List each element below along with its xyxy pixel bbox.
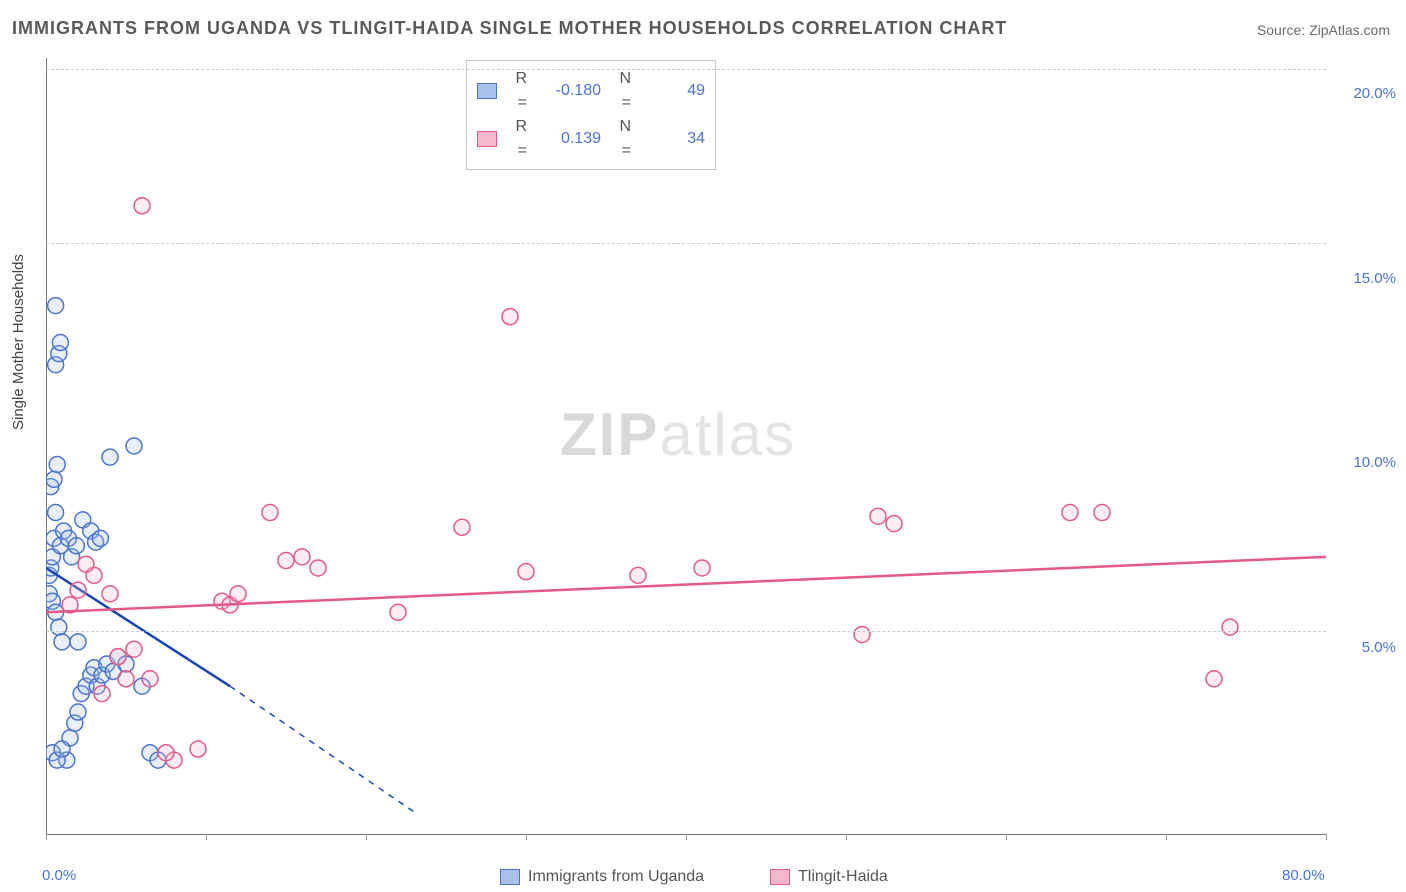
r-value-uganda: -0.180: [541, 79, 601, 103]
x-tick-label: 80.0%: [1282, 867, 1325, 884]
y-axis-label: Single Mother Households: [10, 254, 27, 430]
x-tick-label: 0.0%: [42, 867, 76, 884]
series-legend-tlingit: Tlingit-Haida: [770, 868, 888, 886]
n-value-tlingit: 34: [645, 127, 705, 151]
y-tick-label: 5.0%: [1362, 639, 1396, 656]
r-label: R =: [511, 115, 527, 163]
series-label-tlingit: Tlingit-Haida: [798, 868, 888, 886]
n-label: N =: [615, 115, 631, 163]
legend-row-uganda: R = -0.180 N = 49: [477, 67, 705, 115]
y-tick-label: 10.0%: [1353, 454, 1396, 471]
chart-title: IMMIGRANTS FROM UGANDA VS TLINGIT-HAIDA …: [12, 18, 1007, 39]
swatch-uganda: [477, 83, 497, 99]
swatch-uganda-bottom: [500, 869, 520, 885]
source-attribution: Source: ZipAtlas.com: [1257, 22, 1390, 38]
scatter-plot-svg: [46, 58, 1326, 834]
swatch-tlingit: [477, 131, 497, 147]
y-tick-label: 20.0%: [1353, 85, 1396, 102]
r-value-tlingit: 0.139: [541, 127, 601, 151]
swatch-tlingit-bottom: [770, 869, 790, 885]
correlation-legend: R = -0.180 N = 49 R = 0.139 N = 34: [466, 60, 716, 170]
r-label: R =: [511, 67, 527, 115]
legend-row-tlingit: R = 0.139 N = 34: [477, 115, 705, 163]
n-label: N =: [615, 67, 631, 115]
series-label-uganda: Immigrants from Uganda: [528, 868, 704, 886]
n-value-uganda: 49: [645, 79, 705, 103]
series-legend-uganda: Immigrants from Uganda: [500, 868, 704, 886]
y-tick-label: 15.0%: [1353, 270, 1396, 287]
